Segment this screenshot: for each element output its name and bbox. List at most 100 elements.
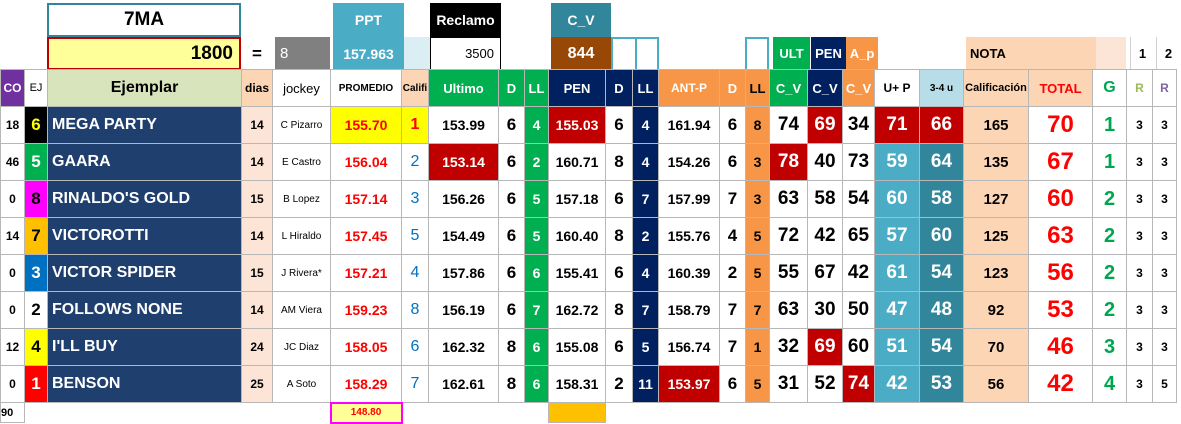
header-ll3[interactable]: LL [745, 69, 770, 107]
header-r2[interactable]: R [1152, 69, 1177, 107]
pen-cell: 157.18 [548, 180, 606, 218]
header-ll2[interactable]: LL [632, 69, 659, 107]
footer-empty [48, 403, 242, 423]
d1-cell: 8 [498, 365, 525, 403]
footer-empty [659, 403, 720, 423]
footer-empty [964, 403, 1029, 423]
header-ultimo[interactable]: Ultimo [428, 69, 499, 107]
footer-co: 90 [0, 402, 25, 423]
header-34u[interactable]: 3-4 u [919, 69, 964, 107]
dias-cell: 15 [241, 254, 273, 292]
ej-cell: 3 [24, 254, 48, 292]
header-cv-ult[interactable]: C_V [769, 69, 808, 107]
horse-name[interactable]: VICTOR SPIDER [47, 254, 242, 292]
cv-ap-cell: 60 [842, 328, 875, 366]
r1-cell: 3 [1126, 143, 1153, 181]
header-califi[interactable]: Califi [401, 69, 429, 107]
header-ejemplar[interactable]: Ejemplar [47, 69, 242, 107]
header-up[interactable]: U+ P [874, 69, 920, 107]
cv-pen-cell: 67 [807, 254, 843, 292]
footer-empty [633, 403, 659, 423]
header-co[interactable]: CO [0, 69, 25, 107]
g-cell: 2 [1092, 180, 1127, 218]
header-promedio[interactable]: PROMEDIO [330, 69, 402, 107]
table-row[interactable]: 14 7 VICTOROTTI 14 L Hiraldo 157.45 5 15… [0, 217, 1177, 255]
footer-promedio: 148.80 [329, 401, 403, 424]
promedio-cell: 156.04 [330, 143, 402, 181]
ll1-cell: 6 [524, 254, 549, 292]
ll1-cell: 6 [524, 328, 549, 366]
header-calificacion[interactable]: Calificación [963, 69, 1029, 107]
horse-name[interactable]: RINALDO'S GOLD [47, 180, 242, 218]
header-total[interactable]: TOTAL [1028, 69, 1093, 107]
horse-name[interactable]: GAARA [47, 143, 242, 181]
table-row[interactable]: 12 4 I'LL BUY 24 JC Diaz 158.05 6 162.32… [0, 328, 1177, 366]
cv-pen-cell: 30 [807, 291, 843, 329]
total-cell: 67 [1028, 143, 1093, 181]
header-pen[interactable]: PEN [548, 69, 606, 107]
ultimo-cell: 156.19 [428, 291, 499, 329]
pen-cell: 160.40 [548, 217, 606, 255]
header-d1[interactable]: D [498, 69, 525, 107]
d2-cell: 2 [605, 365, 633, 403]
ll1-cell: 5 [524, 180, 549, 218]
g-cell: 2 [1092, 217, 1127, 255]
footer-empty [1029, 403, 1093, 423]
g-cell: 1 [1092, 143, 1127, 181]
r2-cell: 3 [1152, 106, 1177, 144]
califi-cell: 5 [401, 217, 429, 255]
u34-cell: 58 [919, 180, 964, 218]
header-g[interactable]: G [1092, 69, 1127, 107]
u34-cell: 54 [919, 328, 964, 366]
ej-cell: 2 [24, 291, 48, 329]
footer-empty [402, 403, 429, 423]
ll3-cell: 1 [745, 328, 770, 366]
header-antp[interactable]: ANT-P [658, 69, 720, 107]
pen-cell: 155.41 [548, 254, 606, 292]
antp-cell: 157.99 [658, 180, 720, 218]
table-row[interactable]: 0 1 BENSON 25 A Soto 158.29 7 162.61 8 6… [0, 365, 1177, 403]
table-row[interactable]: 0 3 VICTOR SPIDER 15 J Rivera* 157.21 4 … [0, 254, 1177, 292]
table-row[interactable]: 0 8 RINALDO'S GOLD 15 B Lopez 157.14 3 1… [0, 180, 1177, 218]
calificacion-cell: 165 [963, 106, 1029, 144]
g-cell: 4 [1092, 365, 1127, 403]
horse-name[interactable]: I'LL BUY [47, 328, 242, 366]
header-ll1[interactable]: LL [524, 69, 549, 107]
table-row[interactable]: 46 5 GAARA 14 E Castro 156.04 2 153.14 6… [0, 143, 1177, 181]
ll3-cell: 5 [745, 254, 770, 292]
horse-name[interactable]: BENSON [47, 365, 242, 403]
horse-name[interactable]: MEGA PARTY [47, 106, 242, 144]
jockey-cell: A Soto [272, 365, 331, 403]
ultimo-cell: 154.49 [428, 217, 499, 255]
header-jockey[interactable]: jockey [272, 69, 331, 107]
purse-field[interactable]: 1800 [47, 37, 241, 70]
ll1-cell: 7 [524, 291, 549, 329]
outline-box [635, 37, 659, 69]
header-d3[interactable]: D [719, 69, 746, 107]
header-r1[interactable]: R [1126, 69, 1153, 107]
reclamo-value[interactable]: 3500 [430, 37, 501, 70]
ppt-value: 157.963 [333, 37, 404, 70]
horse-name[interactable]: VICTOROTTI [47, 217, 242, 255]
footer-empty [25, 403, 48, 423]
table-row[interactable]: 0 2 FOLLOWS NONE 14 AM Viera 159.23 8 15… [0, 291, 1177, 329]
horse-name[interactable]: FOLLOWS NONE [47, 291, 242, 329]
cv-value: 844 [551, 37, 611, 70]
total-cell: 60 [1028, 180, 1093, 218]
r2-cell: 3 [1152, 328, 1177, 366]
footer-empty [875, 403, 920, 423]
cv-ult-cell: 63 [769, 291, 808, 329]
header-ej[interactable]: EJ [24, 69, 48, 107]
califi-cell: 3 [401, 180, 429, 218]
header-d2[interactable]: D [605, 69, 633, 107]
header-cv-ap[interactable]: C_V [842, 69, 875, 107]
table-row[interactable]: 18 6 MEGA PARTY 14 C Pizarro 155.70 1 15… [0, 106, 1177, 144]
d3-cell: 6 [719, 365, 746, 403]
antp-cell: 153.97 [658, 365, 720, 403]
ll2-cell: 5 [632, 328, 659, 366]
ll1-cell: 2 [524, 143, 549, 181]
header-dias[interactable]: dias [241, 69, 273, 107]
jockey-cell: C Pizarro [272, 106, 331, 144]
header-cv-pen[interactable]: C_V [807, 69, 843, 107]
cv-ult-cell: 32 [769, 328, 808, 366]
